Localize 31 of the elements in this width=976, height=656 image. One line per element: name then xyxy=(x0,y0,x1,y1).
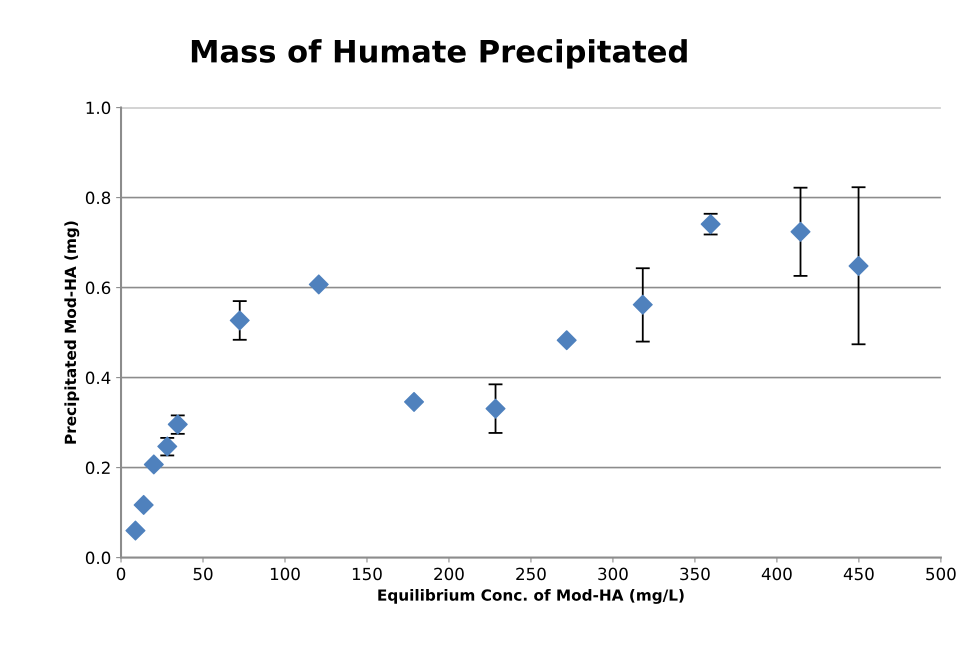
y-axis-title: Precipitated Mod-HA (mg) xyxy=(64,221,80,444)
x-tick-label: 450 xyxy=(844,568,874,580)
point xyxy=(486,398,506,419)
y-tick-label: 0.4 xyxy=(86,372,110,384)
point xyxy=(848,256,869,276)
x-tick-label: 400 xyxy=(762,568,792,580)
point xyxy=(144,454,164,474)
chart-title: Mass of Humate Precipitated xyxy=(192,39,687,69)
y-tick-label: 0.6 xyxy=(86,282,110,294)
x-tick-label: 150 xyxy=(352,568,382,580)
point xyxy=(125,520,146,541)
x-tick-label: 300 xyxy=(598,568,628,580)
point xyxy=(556,330,577,350)
point xyxy=(308,274,329,294)
x-tick-label: 50 xyxy=(194,568,213,580)
x-axis-title: Equilibrium Conc. of Mod-HA (mg/L) xyxy=(378,589,684,604)
point xyxy=(790,222,811,242)
x-tick-label: 500 xyxy=(926,568,956,580)
x-tick-label: 100 xyxy=(270,568,300,580)
y-tick-label: 0.2 xyxy=(86,462,110,474)
point xyxy=(134,494,154,515)
x-tick-label: 250 xyxy=(516,568,546,580)
point xyxy=(632,294,653,315)
y-tick-label: 0.0 xyxy=(86,552,110,564)
x-tick-label: 200 xyxy=(434,568,464,580)
point xyxy=(404,392,424,412)
x-tick-label: 0 xyxy=(116,568,126,580)
y-tick-label: 0.8 xyxy=(86,192,110,204)
x-tick-label: 350 xyxy=(680,568,710,580)
point xyxy=(230,310,250,330)
y-tick-label: 1.0 xyxy=(86,102,110,114)
